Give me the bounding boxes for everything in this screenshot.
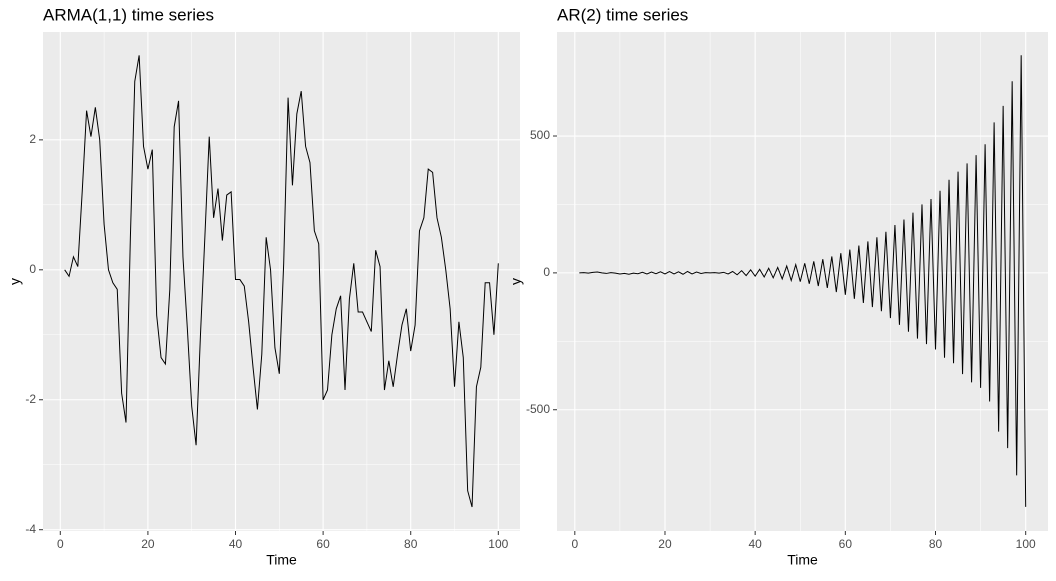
- y-tick-label: -2: [25, 392, 36, 406]
- x-tick-label: 40: [229, 537, 243, 551]
- x-tick-label: 60: [316, 537, 330, 551]
- x-tick-label: 80: [404, 537, 418, 551]
- x-axis-label: Time: [266, 552, 297, 568]
- y-tick-label: 0: [29, 262, 36, 276]
- x-tick-label: 20: [658, 537, 672, 551]
- plot-background: [43, 32, 520, 531]
- x-axis-label: Time: [787, 552, 818, 568]
- x-tick-label: 0: [57, 537, 64, 551]
- y-axis-label: y: [508, 278, 524, 285]
- plot-background: [557, 32, 1048, 531]
- y-tick-label: 0: [543, 265, 550, 279]
- y-tick-label: -500: [526, 402, 550, 416]
- data-line: [579, 55, 1027, 507]
- x-tick-label: 100: [488, 537, 508, 551]
- x-tick-label: 0: [571, 537, 578, 551]
- x-tick-label: 60: [839, 537, 853, 551]
- chart-panel: AR(2) time series -500 0 500 0 20 40 60 80 100 Tim…: [508, 5, 1048, 568]
- y-tick-label: 2: [29, 132, 36, 146]
- x-tick-label: 80: [929, 537, 943, 551]
- y-axis-label: y: [7, 278, 23, 285]
- y-tick-label: 500: [530, 128, 550, 142]
- chart-title: AR(2) time series: [557, 5, 688, 24]
- data-line: [64, 55, 499, 508]
- x-tick-label: 20: [141, 537, 155, 551]
- x-tick-label: 40: [748, 537, 762, 551]
- x-tick-label: 100: [1016, 537, 1036, 551]
- chart-title: ARMA(1,1) time series: [43, 5, 214, 24]
- y-tick-label: -4: [25, 522, 36, 536]
